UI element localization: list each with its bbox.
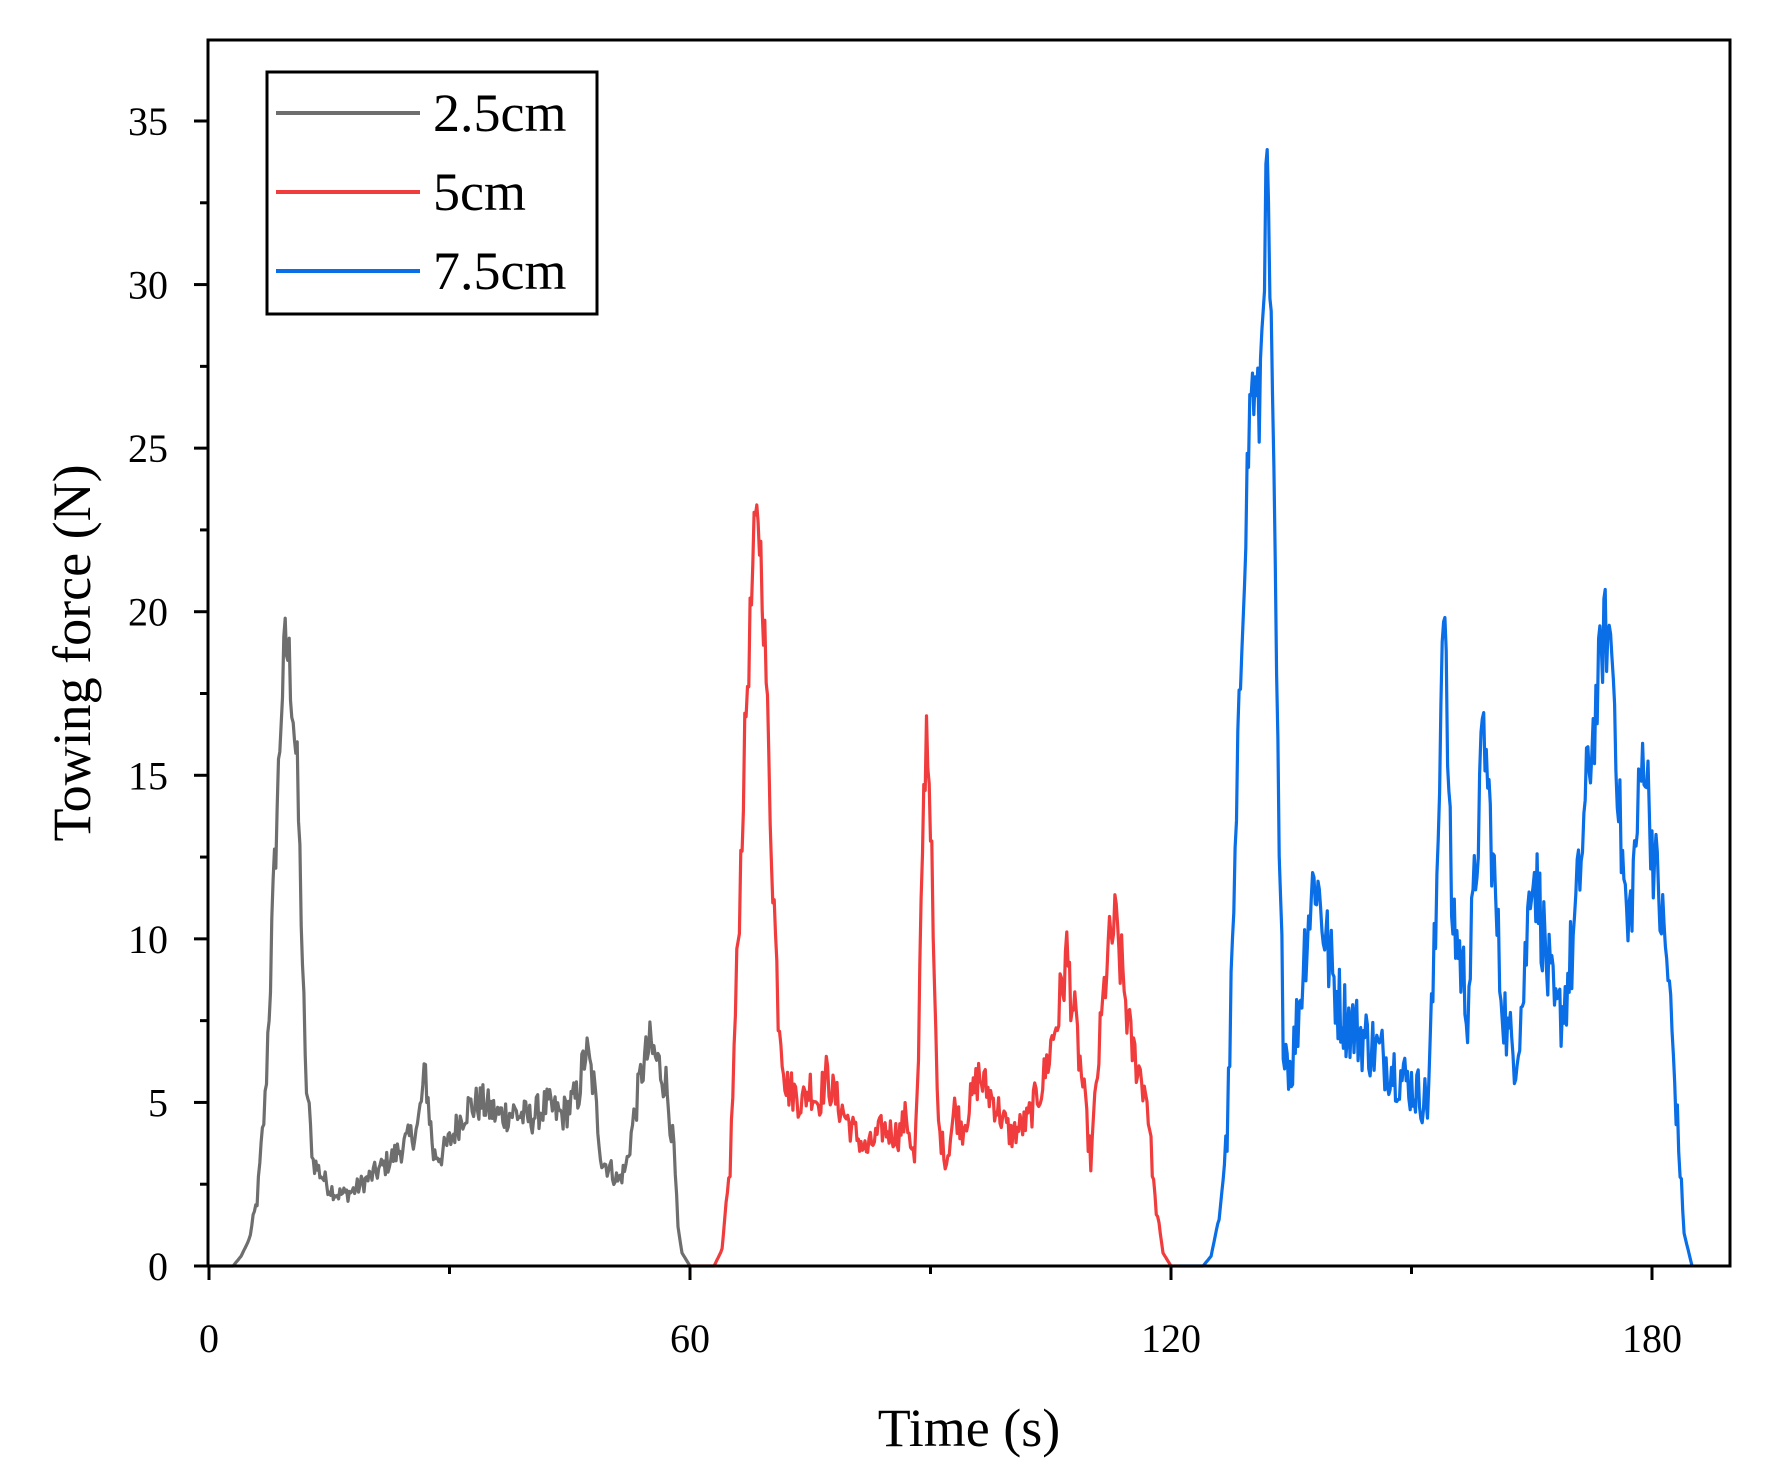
legend-label-2.5cm: 2.5cm: [433, 83, 566, 143]
y-tick-label: 30: [128, 263, 168, 308]
series-layer: [208, 148, 1694, 1268]
y-tick-label: 25: [128, 426, 168, 471]
axis-layer: 0 60 120 180 0 5 10 15 20 25 30 35: [128, 99, 1682, 1361]
legend-label-7.5cm: 7.5cm: [433, 241, 566, 301]
y-tick-label: 20: [128, 590, 168, 635]
legend: 2.5cm 5cm 7.5cm: [265, 70, 599, 316]
series-line-5cm: [689, 503, 1180, 1268]
y-tick-label: 15: [128, 753, 168, 798]
plot-frame: [206, 38, 1732, 1268]
y-tick-label: 35: [128, 99, 168, 144]
x-axis-title: Time (s): [878, 1398, 1061, 1458]
y-axis-title: Towing force (N): [42, 464, 102, 841]
y-tick-label: 10: [128, 917, 168, 962]
x-tick-label: 120: [1141, 1316, 1201, 1361]
x-tick-label: 0: [199, 1316, 219, 1361]
legend-label-5cm: 5cm: [433, 162, 526, 222]
y-tick-label: 0: [148, 1244, 168, 1289]
x-tick-label: 60: [670, 1316, 710, 1361]
y-tick-label: 5: [148, 1080, 168, 1125]
series-line-7.5cm: [1178, 148, 1694, 1268]
series-line-2.5cm: [208, 616, 692, 1268]
x-tick-label: 180: [1622, 1316, 1682, 1361]
